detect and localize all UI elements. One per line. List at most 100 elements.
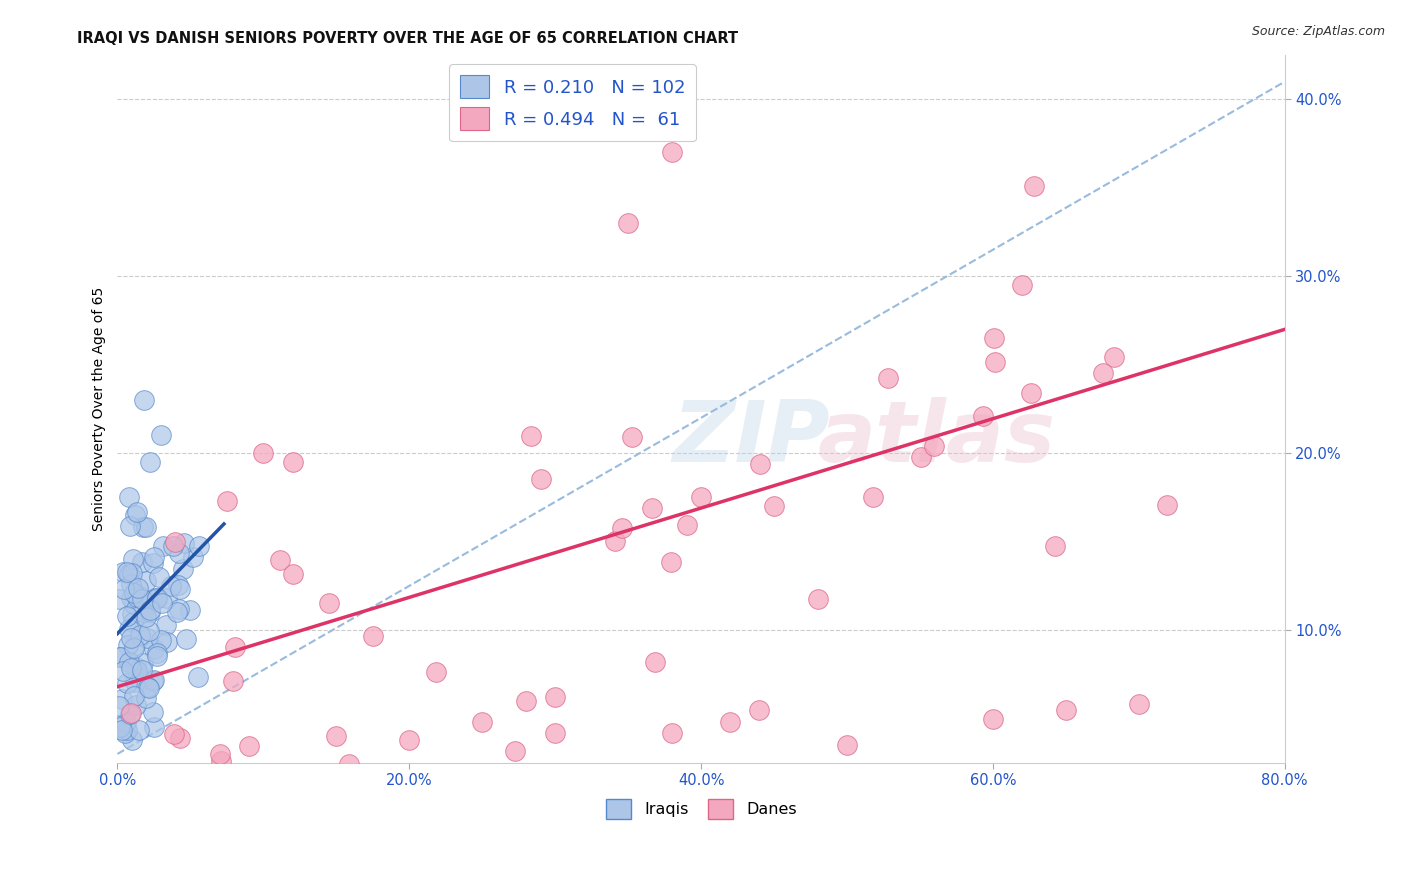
Point bbox=[131, 555, 153, 569]
Point bbox=[1021, 386, 1043, 401]
Point bbox=[120, 706, 142, 720]
Point bbox=[876, 371, 898, 385]
Point bbox=[167, 546, 190, 560]
Point bbox=[520, 429, 543, 443]
Point bbox=[181, 549, 204, 564]
Point bbox=[129, 628, 152, 642]
Point bbox=[131, 519, 153, 533]
Point bbox=[981, 712, 1004, 726]
Text: atlas: atlas bbox=[818, 397, 1056, 480]
Point bbox=[163, 727, 186, 741]
Point bbox=[128, 723, 150, 737]
Point bbox=[146, 649, 169, 664]
Point bbox=[910, 450, 932, 464]
Point bbox=[1092, 366, 1115, 380]
Point bbox=[124, 660, 146, 674]
Point bbox=[142, 673, 165, 688]
Point bbox=[281, 566, 304, 581]
Point bbox=[425, 665, 447, 679]
Point bbox=[142, 642, 165, 657]
Point bbox=[139, 603, 162, 617]
Point bbox=[603, 534, 626, 549]
Point bbox=[169, 731, 191, 746]
Point bbox=[143, 591, 166, 606]
Point bbox=[209, 754, 232, 768]
Point bbox=[187, 670, 209, 684]
Point bbox=[659, 554, 682, 568]
Point bbox=[145, 591, 167, 605]
Point bbox=[763, 500, 786, 514]
Point bbox=[139, 605, 162, 619]
Point bbox=[252, 446, 274, 460]
Point bbox=[118, 519, 141, 533]
Point bbox=[862, 490, 884, 504]
Point bbox=[661, 145, 683, 160]
Point bbox=[122, 689, 145, 703]
Point bbox=[121, 607, 143, 621]
Point bbox=[281, 455, 304, 469]
Point bbox=[111, 723, 134, 737]
Point bbox=[972, 409, 994, 423]
Point bbox=[120, 577, 142, 591]
Point bbox=[156, 635, 179, 649]
Point bbox=[124, 585, 146, 599]
Point bbox=[1054, 703, 1077, 717]
Point bbox=[122, 615, 145, 630]
Point bbox=[115, 723, 138, 737]
Point bbox=[142, 720, 165, 734]
Point bbox=[141, 556, 163, 570]
Point bbox=[544, 725, 567, 739]
Point bbox=[118, 491, 141, 505]
Point bbox=[131, 592, 153, 607]
Point bbox=[152, 539, 174, 553]
Point bbox=[143, 673, 166, 688]
Point bbox=[108, 649, 131, 664]
Point bbox=[620, 430, 643, 444]
Point bbox=[222, 674, 245, 689]
Point bbox=[984, 355, 1007, 369]
Point bbox=[108, 591, 131, 606]
Point bbox=[215, 494, 238, 508]
Point bbox=[112, 664, 135, 678]
Point bbox=[169, 582, 191, 597]
Point bbox=[318, 596, 340, 610]
Point bbox=[325, 729, 347, 743]
Point bbox=[120, 660, 142, 674]
Point bbox=[238, 739, 260, 753]
Point bbox=[108, 649, 131, 664]
Point bbox=[132, 393, 155, 408]
Point bbox=[1102, 351, 1125, 365]
Point bbox=[610, 521, 633, 535]
Point bbox=[807, 591, 830, 606]
Point bbox=[117, 638, 139, 652]
Point bbox=[150, 428, 173, 442]
Point bbox=[146, 646, 169, 660]
Text: Source: ZipAtlas.com: Source: ZipAtlas.com bbox=[1251, 25, 1385, 38]
Point bbox=[150, 596, 173, 610]
Point bbox=[156, 591, 179, 605]
Point bbox=[132, 605, 155, 619]
Point bbox=[187, 539, 209, 553]
Point bbox=[690, 491, 713, 505]
Point bbox=[135, 574, 157, 589]
Point bbox=[120, 631, 142, 645]
Point bbox=[166, 577, 188, 591]
Point bbox=[748, 703, 770, 717]
Point bbox=[115, 565, 138, 579]
Point bbox=[1156, 498, 1178, 512]
Point bbox=[1011, 278, 1033, 293]
Point bbox=[529, 472, 551, 486]
Point bbox=[135, 520, 157, 534]
Point bbox=[120, 591, 142, 606]
Point bbox=[142, 705, 165, 719]
Point bbox=[398, 732, 420, 747]
Y-axis label: Seniors Poverty Over the Age of 65: Seniors Poverty Over the Age of 65 bbox=[93, 287, 107, 531]
Point bbox=[138, 681, 160, 695]
Point bbox=[108, 721, 131, 735]
Point bbox=[179, 603, 201, 617]
Point bbox=[174, 632, 197, 646]
Point bbox=[131, 663, 153, 677]
Point bbox=[122, 586, 145, 600]
Point bbox=[135, 690, 157, 705]
Point bbox=[121, 566, 143, 581]
